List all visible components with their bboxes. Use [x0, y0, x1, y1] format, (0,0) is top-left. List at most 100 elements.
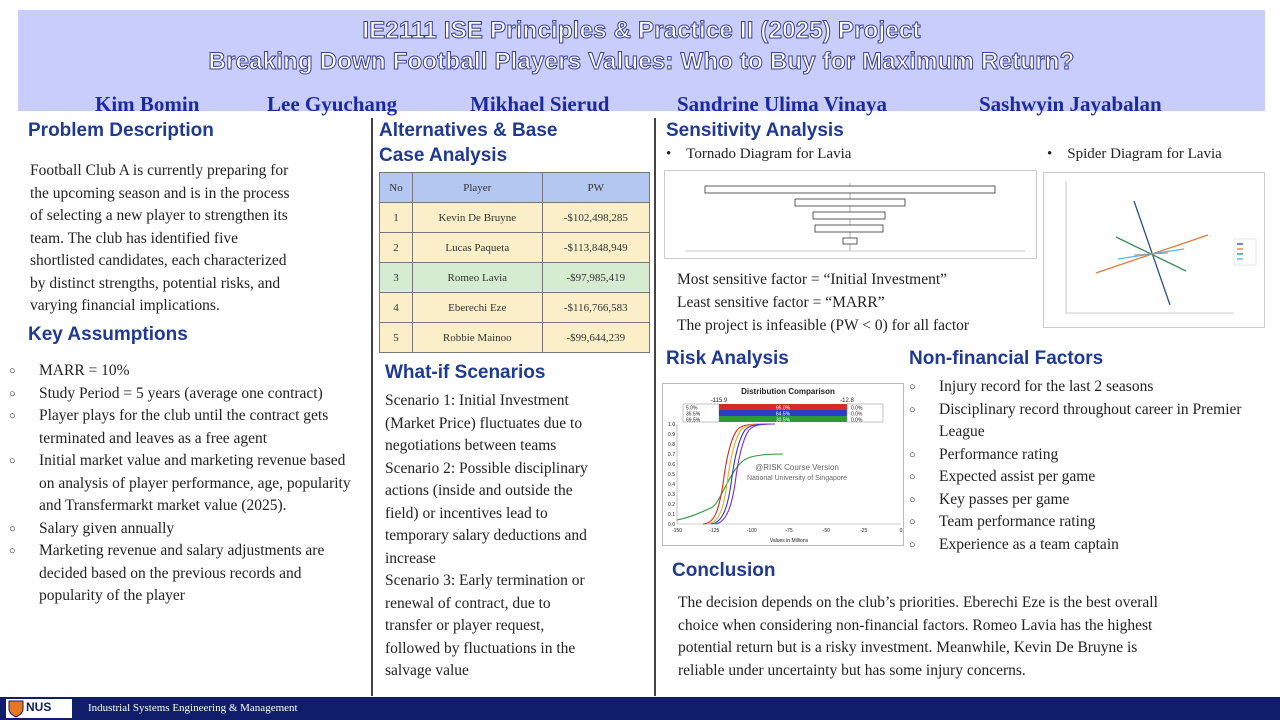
column-header-no: No	[379, 172, 413, 203]
tornado-caption: • Tornado Diagram for Lavia	[666, 146, 852, 162]
risk-y-tick-label: 0.5	[668, 472, 675, 478]
sensitivity-findings: Most sensitive factor = “Initial Investm…	[677, 268, 1047, 337]
risk-y-tick-label: 0.7	[668, 452, 675, 458]
cell-no: 5	[379, 322, 413, 353]
whatif-line: followed by fluctuations in the	[385, 639, 576, 657]
risk-cdf-yellow	[706, 423, 768, 525]
cell-no: 1	[379, 202, 413, 233]
tornado-bar	[842, 237, 858, 245]
alternatives-heading-line1: Alternatives & Base	[379, 120, 558, 141]
cell-no: 4	[379, 292, 413, 323]
nonfinancial-item: ○ Key passes per game	[909, 489, 1254, 512]
risk-y-tick-label: 0.1	[668, 512, 675, 518]
cell-player: Eberechi Eze	[412, 292, 543, 323]
bullet-icon: ○	[909, 538, 916, 551]
risk-y-tick-label: 0.2	[668, 502, 675, 508]
bullet-icon: ○	[909, 403, 916, 416]
risk-x-tick-label: -100	[747, 528, 757, 534]
bullet-icon: •	[1047, 146, 1053, 162]
problem-heading: Problem Description	[28, 120, 214, 141]
risk-x-tick-label: -75	[785, 528, 792, 534]
poster-title-line1: IE2111 ISE Principles & Practice II (202…	[362, 17, 921, 45]
author-1: Kim Bomin	[95, 92, 200, 116]
assumption-item: ○ Player plays for the club until the con…	[9, 407, 329, 447]
risk-band-blue	[719, 410, 847, 416]
nonfinancial-item: ○ Experience as a team captain	[909, 534, 1254, 557]
poster-title-line2: Breaking Down Football Players Values: W…	[208, 48, 1075, 76]
nonfinancial-item: ○ Expected assist per game	[909, 466, 1254, 489]
whatif-line: salvage value	[385, 662, 469, 679]
nonfinancial-item: ○ Disciplinary record throughout career i…	[909, 400, 1242, 441]
bullet-icon: •	[666, 146, 672, 162]
bullet-icon: ○	[9, 545, 16, 557]
table-header-row: No Player PW	[379, 172, 651, 203]
tornado-bar	[704, 185, 996, 194]
risk-y-ticks: 1.0 0.9 0.8 0.7 0.6 0.5 0.4 0.3 0.2 0.1 0.0	[668, 422, 675, 528]
whatif-line: actions (inside and outside the	[385, 482, 573, 499]
assumptions-heading: Key Assumptions	[28, 324, 188, 345]
whatif-line: Scenario 1: Initial Investment	[385, 392, 569, 409]
risk-y-tick-label: 0.3	[668, 492, 675, 498]
risk-right-pct: 0.0%	[851, 406, 863, 412]
risk-left-pct: 69.5%	[686, 418, 701, 424]
cell-pw: -$99,644,239	[541, 322, 651, 353]
spider-legend	[1233, 238, 1257, 266]
table-row: 2 Lucas Paqueta -$113,848,949	[379, 232, 651, 263]
risk-x-tick-label: 0	[900, 528, 903, 534]
whatif-text: Scenario 1: Initial Investment (Market P…	[385, 390, 647, 683]
table-row: 1 Kevin De Bruyne -$102,498,285	[379, 202, 651, 233]
assumption-item: ○ MARR = 10%	[9, 360, 359, 383]
risk-cdf-red	[702, 423, 764, 525]
risk-x-tick-label: -125	[709, 528, 719, 534]
whatif-line: negotiations between teams	[385, 437, 557, 454]
finding-line: Most sensitive factor = “Initial Investm…	[677, 271, 948, 288]
whatif-heading: What-if Scenarios	[385, 362, 546, 383]
nus-logo-text: NUS	[26, 700, 52, 714]
whatif-line: transfer or player request,	[385, 617, 545, 634]
risk-left-marker: -115.9	[711, 398, 728, 404]
cell-player: Kevin De Bruyne	[412, 202, 543, 233]
cell-no: 3	[379, 262, 413, 293]
risk-right-marker: -12.8	[840, 398, 854, 404]
whatif-line: renewal of contract, due to	[385, 594, 551, 612]
finding-line: The project is infeasible (PW < 0) for a…	[677, 317, 970, 334]
cell-pw: -$113,848,949	[541, 232, 651, 263]
tornado-bar	[814, 224, 884, 233]
bullet-icon: ○	[909, 516, 916, 528]
nonfinancial-heading: Non-financial Factors	[909, 348, 1104, 369]
risk-y-tick-label: 0.4	[668, 482, 675, 488]
nonfinancial-list: ○ Injury record for the last 2 seasons ○ D…	[909, 376, 1254, 556]
spider-diagram	[1043, 172, 1265, 328]
risk-cdf-purple	[714, 423, 776, 525]
tornado-chart-svg	[685, 183, 1025, 252]
sensitivity-heading: Sensitivity Analysis	[666, 120, 844, 141]
risk-y-tick-label: 0.6	[668, 462, 675, 468]
assumption-item: ○ Study Period = 5 years (average one con…	[9, 383, 359, 406]
problem-line: by distinct strengths, potential risks, …	[30, 274, 281, 292]
risk-heading: Risk Analysis	[666, 348, 789, 369]
author-2: Lee Gyuchang	[267, 92, 398, 116]
bullet-icon: ○	[9, 387, 16, 400]
whatif-line: increase	[385, 549, 436, 567]
nus-logo: NUS	[6, 699, 72, 718]
bullet-icon: ○	[909, 448, 916, 461]
spider-line	[1133, 252, 1169, 256]
conclusion-line: potential return but is a risky investme…	[678, 639, 1138, 656]
problem-line: Football Club A is currently preparing f…	[30, 162, 289, 179]
bullet-icon: ○	[9, 455, 16, 467]
conclusion-line: reliable under uncertainty but has some …	[678, 661, 1026, 679]
cell-pw: -$97,985,419	[541, 262, 651, 293]
risk-right-box	[846, 403, 884, 423]
problem-line: team. The club has identified five	[30, 229, 239, 247]
risk-x-tick-label: -25	[860, 528, 867, 534]
whatif-line: field) or incentives lead to	[385, 504, 548, 522]
whatif-line: temporary salary deductions and	[385, 527, 587, 544]
problem-line: varying financial implications.	[30, 297, 220, 314]
whatif-line: (Market Price) fluctuates due to	[385, 414, 583, 432]
whatif-line: Scenario 2: Possible disciplinary	[385, 459, 588, 477]
cell-player: Romeo Lavia	[412, 262, 543, 293]
bullet-icon: ○	[909, 493, 916, 506]
risk-y-tick-label: 0.8	[668, 442, 675, 448]
risk-x-tick-label: -150	[672, 528, 682, 534]
risk-band-green	[719, 416, 847, 422]
